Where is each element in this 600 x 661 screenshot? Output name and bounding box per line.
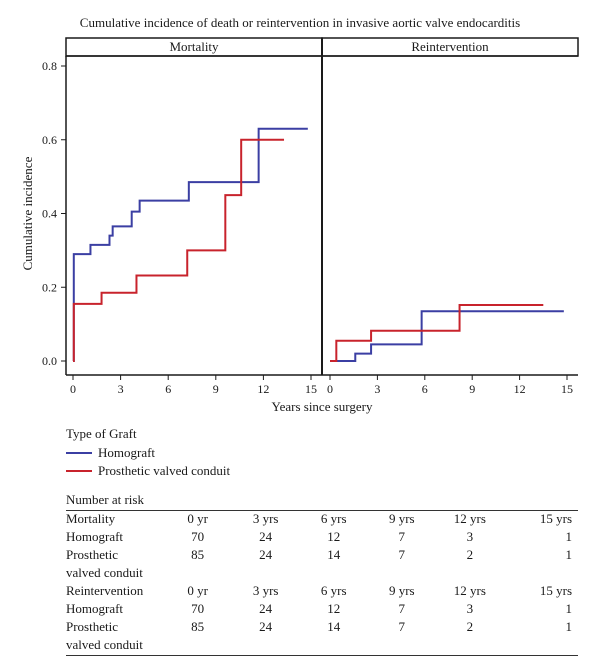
risk-value: 24 [259,547,273,562]
risk-row-label-cont: valved conduit [66,565,143,580]
chart-title: Cumulative incidence of death or reinter… [80,15,520,30]
risk-col-header: 6 yrs [320,511,347,526]
x-tick-label: 6 [422,382,428,396]
risk-table: Number at risk Mortality 0 yr 3 yrs 6 yr… [66,492,578,656]
x-tick-label: 9 [469,382,475,396]
legend-label-homograft: Homograft [98,445,156,460]
risk-value: 7 [398,529,406,544]
risk-col-header: 0 yr [187,511,208,526]
risk-col-header: 9 yrs [388,583,415,598]
legend-line-homograft [66,452,92,454]
risk-row-label: Homograft [66,601,124,616]
risk-table-grid: Mortality 0 yr 3 yrs 6 yrs 9 yrs 12 yrs … [66,510,578,656]
risk-value: 7 [398,547,406,562]
risk-value: 1 [565,529,573,544]
risk-value: 1 [565,619,573,634]
risk-row-label-cont: valved conduit [66,637,143,652]
y-tick-label: 0.2 [42,280,57,294]
risk-col-header: 9 yrs [388,511,415,526]
risk-section-label: Mortality [66,511,116,526]
x-tick-label: 15 [561,382,573,396]
risk-value: 24 [259,619,273,634]
risk-value: 2 [466,619,474,634]
x-tick-label: 6 [165,382,171,396]
x-tick-label: 3 [118,382,124,396]
y-tick-label: 0.0 [42,354,57,368]
x-tick-label: 0 [70,382,76,396]
risk-value: 70 [191,529,205,544]
risk-table-title: Number at risk [66,492,144,507]
risk-value: 3 [466,601,474,616]
risk-col-header: 6 yrs [320,583,347,598]
risk-value: 2 [466,547,474,562]
legend-title: Type of Graft [66,426,137,441]
series-line-prosthetic-reintervention [330,303,544,362]
risk-row-label: Homograft [66,529,124,544]
x-axis-label: Years since surgery [272,399,373,414]
risk-value: 3 [466,529,474,544]
panel-title-mortality: Mortality [169,39,219,54]
series-line-prosthetic-mortality [72,138,285,362]
risk-row-mortality-prosthetic: Prosthetic 85 24 14 7 2 1 [66,547,578,565]
risk-row-reintervention-homograft: Homograft 70 24 12 7 3 1 [66,601,578,619]
panel-title-reintervention: Reintervention [411,39,489,54]
risk-value: 7 [398,601,406,616]
risk-row-reintervention-prosthetic: Prosthetic 85 24 14 7 2 1 [66,619,578,637]
risk-value: 24 [259,601,273,616]
series-line-homograft-reintervention [330,310,564,362]
x-tick-label: 9 [213,382,219,396]
risk-col-header: 3 yrs [252,583,279,598]
y-tick-label: 0.6 [42,133,57,147]
risk-col-header: 15 yrs [539,583,572,598]
risk-value: 12 [327,529,341,544]
risk-value: 14 [327,547,341,562]
risk-value: 24 [259,529,273,544]
x-tick-label: 15 [305,382,317,396]
risk-header-row-mortality: Mortality 0 yr 3 yrs 6 yrs 9 yrs 12 yrs … [66,511,578,530]
risk-col-header: 0 yr [187,583,208,598]
risk-row-mortality-homograft: Homograft 70 24 12 7 3 1 [66,529,578,547]
risk-col-header: 15 yrs [539,511,572,526]
risk-col-header: 12 yrs [453,583,486,598]
cumulative-incidence-chart: Cumulative incidence of death or reinter… [20,15,579,414]
y-tick-label: 0.4 [42,207,57,221]
risk-value: 1 [565,601,573,616]
series-line-homograft-mortality [72,127,308,362]
risk-value: 7 [398,619,406,634]
risk-row-reintervention-prosthetic-cont: valved conduit [66,637,578,656]
risk-row-label: Prosthetic [66,619,118,634]
y-tick-label: 0.8 [42,59,57,73]
risk-value: 85 [191,619,205,634]
risk-value: 70 [191,601,205,616]
risk-row-label: Prosthetic [66,547,118,562]
risk-value: 1 [565,547,573,562]
risk-section-label: Reintervention [66,583,144,598]
legend: Type of Graft Homograft Prosthetic valve… [66,426,230,480]
y-axis-label: Cumulative incidence [20,156,35,270]
risk-value: 12 [327,601,341,616]
risk-value: 85 [191,547,205,562]
legend-line-prosthetic [66,470,92,472]
legend-item-prosthetic: Prosthetic valved conduit [66,462,230,480]
x-tick-label: 3 [374,382,380,396]
x-tick-label: 12 [514,382,526,396]
risk-col-header: 3 yrs [252,511,279,526]
risk-col-header: 12 yrs [453,511,486,526]
legend-item-homograft: Homograft [66,444,230,462]
x-tick-label: 0 [327,382,333,396]
legend-label-prosthetic: Prosthetic valved conduit [98,463,231,478]
risk-header-row-reintervention: Reintervention 0 yr 3 yrs 6 yrs 9 yrs 12… [66,583,578,601]
x-tick-label: 12 [257,382,269,396]
risk-value: 14 [327,619,341,634]
risk-row-mortality-prosthetic-cont: valved conduit [66,565,578,583]
